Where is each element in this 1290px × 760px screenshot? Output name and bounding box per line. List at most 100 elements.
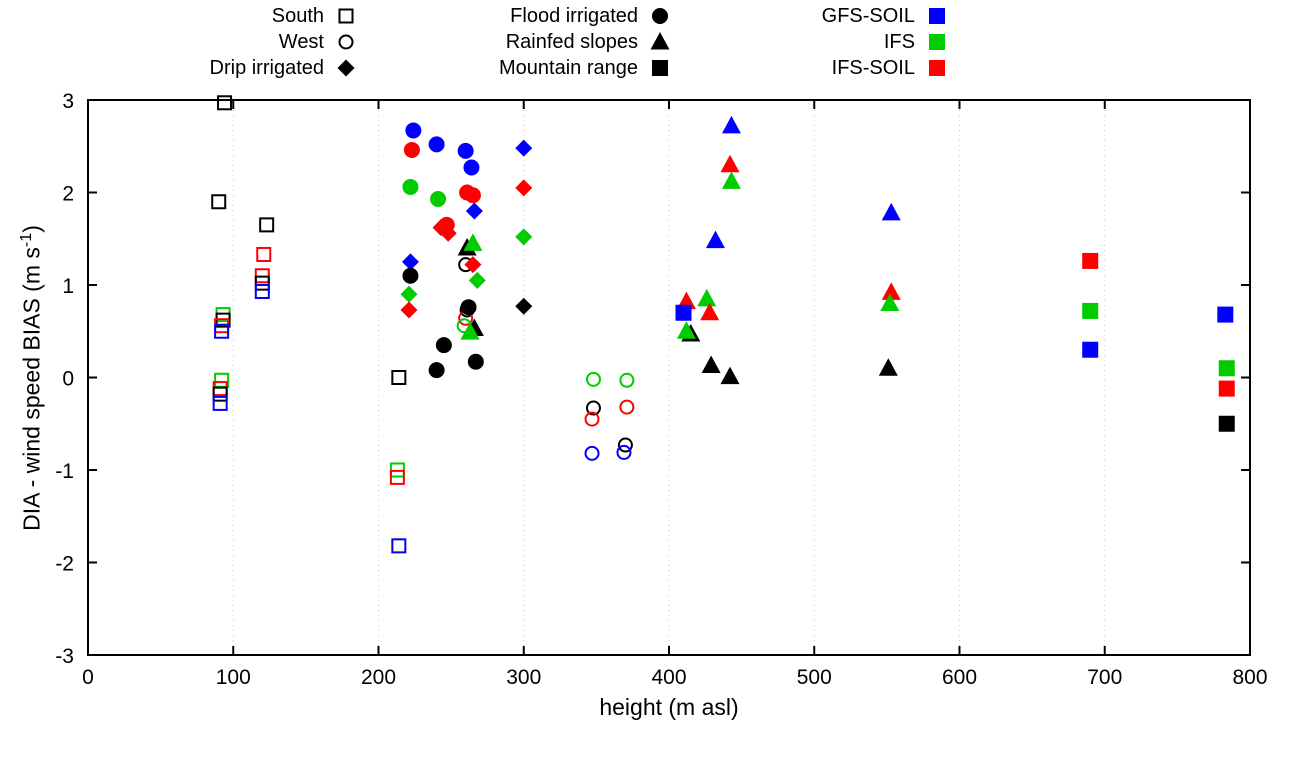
legend-label: IFS-SOIL	[831, 56, 915, 79]
x-tick-label: 200	[361, 666, 396, 689]
data-point	[515, 297, 533, 315]
y-tick-label: 2	[62, 183, 74, 206]
data-point	[428, 136, 445, 153]
red-square-icon	[929, 60, 945, 76]
y-tick-label: -1	[55, 460, 74, 483]
data-point	[676, 321, 696, 339]
legend: South West Drip irrigated Flood irrigate…	[0, 3, 1290, 89]
data-point	[878, 358, 898, 376]
data-point	[705, 230, 725, 249]
x-tick-label: 700	[1087, 666, 1122, 689]
data-point	[1218, 415, 1235, 432]
data-point	[217, 95, 233, 111]
legend-entry: IFS-SOIL	[699, 55, 949, 81]
data-point	[1082, 302, 1099, 319]
legend-entry: Rainfed slopes	[422, 29, 672, 55]
legend-entry: IFS	[699, 29, 949, 55]
data-point	[391, 370, 407, 385]
data-point	[720, 154, 740, 173]
x-tick-label: 600	[942, 666, 977, 689]
data-point	[515, 139, 533, 157]
data-point	[463, 233, 483, 251]
data-point	[617, 437, 633, 453]
legend-entry: Mountain range	[422, 55, 672, 81]
y-tick-label: -3	[55, 645, 74, 668]
data-point	[1082, 252, 1099, 269]
data-point	[214, 323, 230, 339]
legend-label: West	[278, 30, 324, 53]
data-point	[721, 115, 741, 134]
green-square-icon	[929, 34, 945, 50]
x-tick-label: 300	[506, 666, 541, 689]
data-point	[881, 282, 901, 300]
data-point	[402, 178, 419, 195]
filled-diamond-icon	[337, 59, 355, 77]
data-point	[400, 285, 418, 303]
legend-label: Rainfed slopes	[505, 30, 638, 53]
data-point	[515, 179, 533, 197]
legend-entry: Flood irrigated	[422, 3, 672, 29]
legend-entry: South	[108, 3, 358, 29]
data-point	[211, 194, 227, 210]
open-square-icon	[338, 8, 354, 24]
legend-label: Mountain range	[499, 56, 638, 79]
data-point	[401, 253, 419, 271]
data-point	[405, 122, 422, 139]
legend-entry: Drip irrigated	[108, 55, 358, 81]
data-point	[616, 444, 632, 460]
y-tick-label: 0	[62, 368, 74, 391]
legend-label: GFS-SOIL	[821, 4, 915, 27]
legend-entry: West	[108, 29, 358, 55]
y-axis-label-text: DIA - wind speed BIAS (m s	[18, 247, 45, 531]
open-circle-icon	[338, 34, 354, 50]
plot-border	[87, 99, 1251, 656]
x-tick-label: 500	[797, 666, 832, 689]
legend-label: Flood irrigated	[510, 4, 638, 27]
data-point	[585, 371, 601, 387]
filled-circle-icon	[652, 8, 668, 24]
y-tick-label: 3	[62, 90, 74, 113]
data-point	[675, 304, 692, 321]
legend-label: South	[271, 4, 324, 27]
data-point	[700, 302, 720, 321]
data-point	[403, 141, 420, 158]
data-point	[515, 228, 533, 246]
data-point	[697, 288, 717, 307]
data-point	[430, 190, 447, 207]
data-point	[428, 362, 445, 379]
y-axis-label-suffix: )	[18, 225, 45, 233]
data-point	[438, 216, 455, 233]
legend-column-sites-1: South West Drip irrigated	[108, 3, 358, 81]
data-point	[584, 445, 600, 461]
data-point	[881, 202, 901, 221]
data-point	[463, 159, 480, 176]
data-point	[585, 400, 601, 416]
y-tick-label: 1	[62, 275, 74, 298]
legend-column-models: GFS-SOIL IFS IFS-SOIL	[699, 3, 949, 81]
data-point	[720, 366, 740, 385]
data-point	[402, 267, 419, 284]
data-point	[212, 386, 228, 402]
data-point	[457, 142, 474, 159]
data-point	[254, 283, 270, 299]
x-tick-label: 400	[651, 666, 686, 689]
x-tick-label: 800	[1232, 666, 1267, 689]
y-axis-label-superscript: -1	[17, 232, 35, 248]
data-point	[464, 187, 481, 204]
y-tick-label: -2	[55, 553, 74, 576]
blue-square-icon	[929, 8, 945, 24]
data-point	[467, 353, 484, 370]
data-point	[259, 217, 275, 233]
y-axis-label: DIA - wind speed BIAS (m s-1)	[11, 78, 45, 678]
data-point	[435, 337, 452, 354]
legend-column-sites-2: Flood irrigated Rainfed slopes Mountain …	[422, 3, 672, 81]
data-point	[1217, 306, 1234, 323]
data-point	[464, 256, 482, 274]
data-point	[721, 171, 741, 189]
data-point	[1218, 360, 1235, 377]
x-tick-label: 100	[216, 666, 251, 689]
data-point	[460, 322, 480, 340]
data-point	[619, 399, 635, 415]
legend-entry: GFS-SOIL	[699, 3, 949, 29]
